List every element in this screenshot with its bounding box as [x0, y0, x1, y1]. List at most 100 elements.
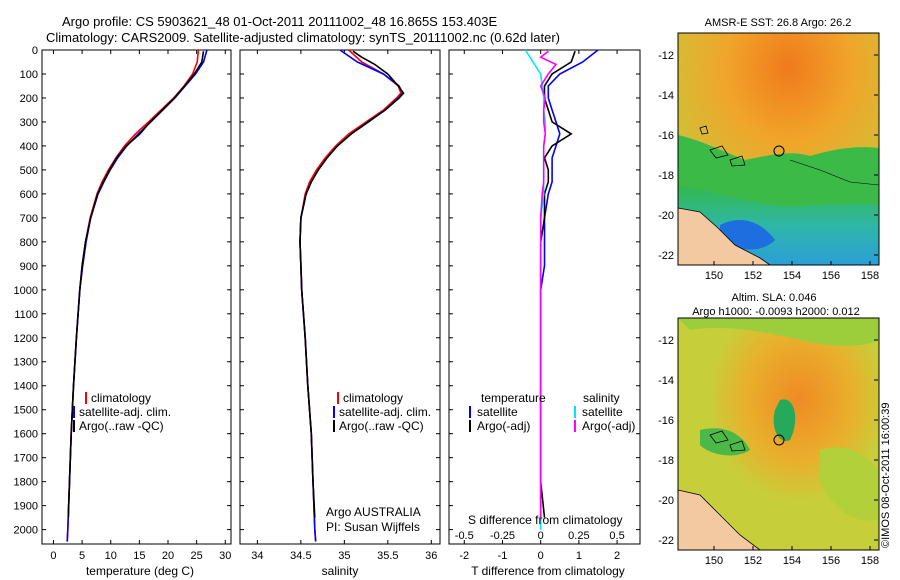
legend-label-t-satellite: satellite: [477, 405, 518, 419]
legend-label-climatology: climatology: [343, 391, 403, 405]
depth-tick-label: 1100: [14, 309, 38, 321]
x-tick-label: 10: [105, 550, 117, 562]
x-tick-label: 34: [251, 550, 263, 562]
s-diff-tick-label: -0.25: [490, 530, 515, 542]
argo-position-marker: [773, 145, 785, 157]
depth-tick-label: 1700: [14, 453, 38, 465]
x-tick-label: 5: [79, 550, 85, 562]
map-y-tick-label: -18: [658, 170, 674, 182]
legend-title-salinity: salinity: [583, 391, 620, 405]
difference-xlabel: T difference from climatology: [471, 564, 625, 578]
difference-panel-frame: [448, 49, 641, 545]
s-difference-ticks: -0.5 -0.25 0 0.25 0.5: [455, 530, 625, 542]
depth-tick-label: 1400: [14, 381, 38, 393]
legend-label-argo: Argo(..raw -QC): [339, 419, 424, 433]
legend-label-s-argo: Argo(-adj): [582, 419, 635, 433]
map-x-tick-label: 150: [705, 555, 723, 567]
map-y-tick-label: -20: [658, 495, 674, 507]
temperature-legend: climatology satellite-adj. clim. Argo(..…: [73, 391, 171, 433]
depth-tick-label: 1200: [14, 333, 38, 345]
legend-label-satellite: satellite-adj. clim.: [339, 405, 431, 419]
depth-tick-label: 900: [20, 261, 38, 273]
map-y-tick-label: -16: [658, 130, 674, 142]
depth-tick-label: 1500: [14, 405, 38, 417]
series-s-satellite: [524, 49, 547, 530]
legend-label-argo: Argo(..raw -QC): [79, 419, 164, 433]
depth-tick-label: 800: [20, 237, 38, 249]
series-satellite-adj-clim-: [66, 49, 208, 542]
x-tick-label: 0: [538, 550, 544, 562]
x-tick-label: 35.5: [377, 550, 398, 562]
float-owner-label: Argo AUSTRALIA: [326, 505, 421, 519]
temperature-xlabel: temperature (deg C): [86, 564, 194, 578]
map-x-tick-label: 152: [744, 555, 762, 567]
map-y-tick-label: -20: [658, 210, 674, 222]
legend-label-s-satellite: satellite: [582, 405, 623, 419]
depth-tick-label: 200: [20, 93, 38, 105]
depth-tick-label: 500: [20, 165, 38, 177]
depth-tick-label: 600: [20, 189, 38, 201]
figure-title-line2: Climatology: CARS2009. Satellite-adjuste…: [46, 30, 561, 45]
difference-legend-salinity: salinity satellite Argo(-adj): [574, 391, 635, 433]
depth-tick-label: 100: [20, 69, 38, 81]
s-diff-tick-label: 0: [538, 530, 544, 542]
salinity-legend: climatology satellite-adj. clim. Argo(..…: [333, 391, 431, 433]
series-t-satellite: [539, 49, 599, 530]
map-x-tick-label: 156: [822, 270, 840, 282]
map-y-tick-label: -14: [658, 375, 674, 387]
series-argo-raw-qc-: [67, 51, 205, 518]
series-argo-raw-qc-: [299, 50, 405, 518]
s-diff-tick-label: -0.5: [455, 530, 474, 542]
map-y-tick-label: -14: [658, 90, 674, 102]
x-tick-label: 34.5: [290, 550, 311, 562]
depth-tick-label: 2000: [14, 525, 38, 537]
series-climatology: [66, 49, 200, 542]
temperature-plot: 0 5 10 15 20 25 30: [50, 49, 231, 562]
s-diff-tick-label: 0.5: [609, 530, 624, 542]
map-x-tick-label: 150: [705, 270, 723, 282]
x-tick-label: 25: [191, 550, 203, 562]
depth-tick-label: 1900: [14, 501, 38, 513]
map-axis-ticks: -12 -14 -16 -18 -20 -22 150 152 154 156 158 -12 -14 -…: [658, 50, 879, 567]
legend-label-satellite: satellite-adj. clim.: [79, 405, 171, 419]
sst-map-title: AMSR-E SST: 26.8 Argo: 26.2: [705, 17, 852, 29]
x-tick-label: 30: [219, 550, 231, 562]
depth-tick-label: 700: [20, 213, 38, 225]
depth-tick-label: 300: [20, 117, 38, 129]
map-x-tick-label: 158: [861, 270, 879, 282]
imos-timestamp: ©IMOS 08-Oct-2011 16:00:39: [880, 402, 892, 548]
depth-tick-label: 1300: [14, 357, 38, 369]
depth-tick-label: 1800: [14, 477, 38, 489]
map-x-tick-label: 154: [783, 555, 801, 567]
map-y-tick-label: -18: [658, 455, 674, 467]
temperature-panel-frame: [41, 49, 232, 545]
salinity-plot: 34 34.5 35 35.5 36: [251, 49, 437, 562]
legend-label-t-argo: Argo(-adj): [477, 419, 530, 433]
map-y-tick-label: -22: [658, 250, 674, 262]
x-tick-label: -1: [498, 550, 508, 562]
sla-map: Altim. SLA: 0.046 Argo h1000: -0.0093 h2…: [677, 292, 880, 551]
map-x-tick-label: 152: [744, 270, 762, 282]
x-tick-label: -2: [459, 550, 469, 562]
legend-label-climatology: climatology: [91, 391, 151, 405]
depth-tick-label: 400: [20, 141, 38, 153]
figure-title-line1: Argo profile: CS 5903621_48 01-Oct-2011 …: [62, 14, 498, 29]
s-difference-axis-label: S difference from climatology: [468, 513, 623, 527]
map-x-tick-label: 158: [861, 555, 879, 567]
x-tick-label: 36: [425, 550, 437, 562]
sla-map-title-line2: Argo h1000: -0.0093 h2000: 0.012: [692, 306, 860, 318]
depth-axis: 0 100 200 300 400 500 600 700 800 900 1000 1100 1200…: [14, 45, 640, 537]
x-tick-label: 20: [162, 550, 174, 562]
map-y-tick-label: -12: [658, 50, 674, 62]
map-y-tick-label: -12: [658, 335, 674, 347]
difference-plot: -2 -1 0 1 2: [459, 49, 620, 562]
x-tick-label: 15: [133, 550, 145, 562]
salinity-xlabel: salinity: [322, 564, 359, 578]
x-tick-label: 35: [338, 550, 350, 562]
argo-position-marker: [773, 434, 785, 446]
map-x-tick-label: 154: [783, 270, 801, 282]
series-satellite-adj-clim-: [299, 49, 404, 542]
depth-tick-label: 1000: [14, 285, 38, 297]
x-tick-label: 2: [614, 550, 620, 562]
